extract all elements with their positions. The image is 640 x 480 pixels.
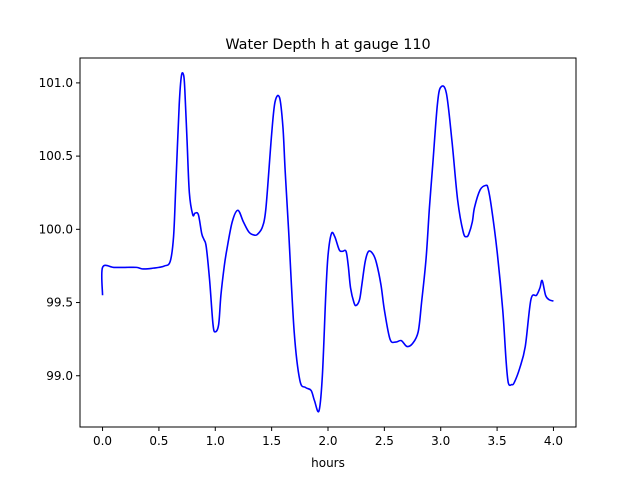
x-axis-ticks: 0.0 0.5 1.0 1.5 2.0 2.5 3.0 3.5 4.0 (93, 427, 563, 448)
y-tick-label: 100.0 (39, 222, 73, 236)
y-tick-label: 99.0 (46, 369, 73, 383)
water-depth-line (100, 71, 554, 413)
y-tick-label: 100.5 (39, 149, 73, 163)
axes-frame (79, 57, 577, 428)
chart-title: Water Depth h at gauge 110 (225, 37, 430, 53)
x-tick-label: 4.0 (544, 434, 563, 448)
x-tick-label: 2.5 (375, 434, 394, 448)
x-tick-label: 1.0 (206, 434, 225, 448)
x-tick-label: 0.0 (93, 434, 112, 448)
x-tick-label: 3.5 (488, 434, 507, 448)
y-tick-label: 101.0 (39, 76, 73, 90)
plot-area (100, 71, 554, 413)
x-axis-label: hours (311, 456, 345, 470)
x-tick-label: 1.5 (262, 434, 281, 448)
y-axis-ticks: 99.0 99.5 100.0 100.5 101.0 (39, 76, 80, 383)
y-tick-label: 99.5 (46, 296, 73, 310)
x-tick-label: 0.5 (149, 434, 168, 448)
x-tick-label: 2.0 (318, 434, 337, 448)
x-tick-label: 3.0 (431, 434, 450, 448)
